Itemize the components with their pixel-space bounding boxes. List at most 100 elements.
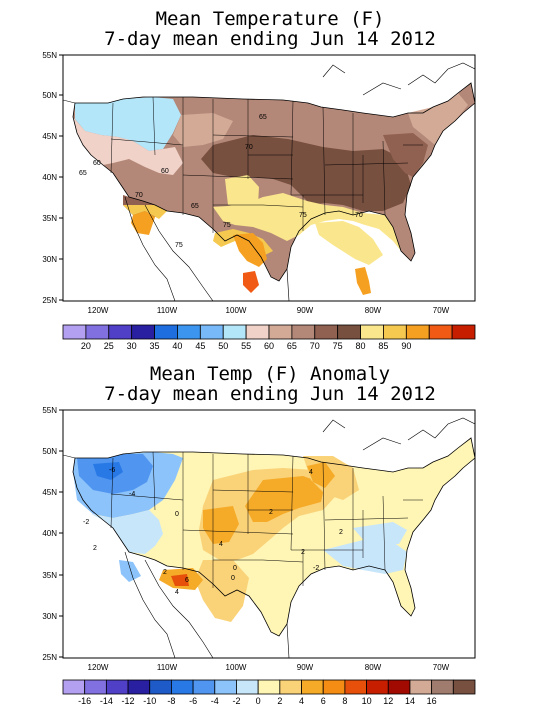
contour-label: 2 (93, 545, 97, 552)
contour-label: -2 (313, 565, 319, 572)
lon-label: 110W (157, 306, 178, 315)
anomaly-fill-east-cool (323, 540, 407, 574)
legend-label: 0 (256, 696, 261, 706)
neighbor-coastlines (63, 62, 475, 301)
lat-label: 35N (42, 571, 57, 580)
anomaly-fill-midatlantic-cool (353, 522, 407, 544)
temperature-legend-labels: 20 25 30 35 40 45 50 55 60 65 70 75 80 85 90 (81, 341, 411, 351)
lat-label: 50N (42, 91, 57, 100)
legend-swatch (268, 324, 293, 340)
legend-swatch (366, 679, 389, 695)
legend-label: -2 (232, 696, 240, 706)
legend-swatch (171, 679, 194, 695)
contour-label: 2 (269, 509, 273, 516)
temp-fill-florida (355, 267, 371, 295)
anomaly-map: -6 -4 -2 0 2 4 2 0 2 4 6 2 4 -2 2 0 (42, 406, 476, 706)
lon-label: 90W (297, 306, 314, 315)
temp-fill-arizona-yellow (123, 205, 167, 219)
legend-swatch (291, 324, 316, 340)
lon-label: 110W (157, 663, 178, 672)
temp-contour-labels: 65 70 75 70 65 60 70 75 60 65 75 (79, 114, 363, 249)
legend-swatch (245, 324, 270, 340)
legend-swatch (236, 679, 259, 695)
map1-ticks (59, 54, 63, 301)
legend-swatch (322, 679, 346, 695)
anomaly-fill-central-warm (203, 506, 239, 544)
legend-label: -12 (122, 696, 135, 706)
contour-label: 75 (299, 212, 307, 219)
lat-label: 30N (42, 255, 57, 264)
anomaly-contour-labels: -6 -4 -2 0 2 4 2 0 2 4 6 2 4 -2 2 0 (83, 467, 343, 596)
legend-swatch (451, 324, 476, 340)
map1-lon-labels: 120W 110W 100W 90W 80W 70W (88, 306, 450, 315)
lon-label: 100W (226, 306, 247, 315)
legend-label: 50 (218, 341, 228, 351)
legend-swatch (154, 324, 178, 340)
legend-label: 6 (321, 696, 326, 706)
legend-label: -14 (100, 696, 113, 706)
temp-fill-west-mild (73, 117, 183, 175)
contour-label: 70 (355, 212, 363, 219)
legend-swatch (344, 679, 367, 695)
anomaly-legend-labels: -16 -14 -12 -10 -8 -6 -4 -2 0 2 4 6 8 10 12 14 16 (78, 696, 436, 706)
map2-lat-labels: 55N 50N 45N 40N 35N 30N 25N (42, 406, 57, 662)
temp-fill-south-yellow (213, 193, 401, 251)
neighbor-coastlines (63, 417, 475, 658)
legend-swatch (257, 679, 281, 695)
legend-label: 14 (405, 696, 415, 706)
legend-label: 40 (172, 341, 182, 351)
anomaly-fill-nm-hot (171, 574, 189, 586)
lat-label: 55N (42, 406, 57, 415)
map2-lon-labels: 120W 110W 100W 90W 80W 70W (88, 663, 450, 672)
lat-label: 45N (42, 132, 57, 141)
legend-label: 8 (342, 696, 347, 706)
legend-swatch (199, 324, 224, 340)
legend-label: 90 (401, 341, 411, 351)
legend-label: -10 (143, 696, 156, 706)
lon-label: 80W (365, 306, 382, 315)
legend-swatch (428, 324, 453, 340)
legend-swatch (62, 679, 86, 695)
anomaly-fill-northwest-coldest (93, 462, 123, 480)
legend-swatch (177, 324, 201, 340)
temperature-legend (62, 324, 476, 340)
legend-label: -4 (211, 696, 219, 706)
legend-label: 10 (362, 696, 372, 706)
legend-swatch (62, 324, 87, 340)
temp-fill-texas-hot (233, 233, 267, 267)
legend-swatch (127, 679, 151, 695)
contour-label: 2 (339, 529, 343, 536)
legend-label: 85 (378, 341, 388, 351)
contour-label: 65 (191, 203, 199, 210)
temp-fill-texas-yellow (225, 175, 259, 209)
lon-label: 80W (365, 663, 382, 672)
legend-label: 45 (195, 341, 205, 351)
lat-label: 40N (42, 173, 57, 182)
lon-label: 120W (88, 663, 109, 672)
temp-fill-gulf-yellow (315, 221, 383, 265)
lon-label: 90W (297, 663, 314, 672)
contour-label: 70 (245, 144, 253, 151)
contour-label: 60 (161, 168, 169, 175)
legend-swatch (360, 324, 384, 340)
contour-label: 2 (301, 549, 305, 556)
lat-label: 35N (42, 214, 57, 223)
contour-label: 4 (309, 469, 313, 476)
legend-label: 35 (150, 341, 160, 351)
lat-label: 25N (42, 653, 57, 662)
contour-label: 60 (93, 160, 101, 167)
lon-label: 70W (433, 306, 450, 315)
contour-label: -2 (83, 519, 89, 526)
contour-label: -6 (109, 467, 115, 474)
map2-title-line1: Mean Temp (F) Anomaly (149, 363, 391, 385)
legend-label: 70 (310, 341, 320, 351)
map1-title-line1: Mean Temperature (F) (155, 8, 385, 30)
map2-title-line2: 7-day mean ending Jun 14 2012 (104, 383, 436, 405)
legend-swatch (192, 679, 216, 695)
legend-swatch (405, 324, 430, 340)
contour-label: 75 (175, 242, 183, 249)
legend-label: 55 (241, 341, 251, 351)
legend-swatch (84, 679, 107, 695)
lon-label: 120W (88, 306, 109, 315)
contour-label: 75 (223, 222, 231, 229)
